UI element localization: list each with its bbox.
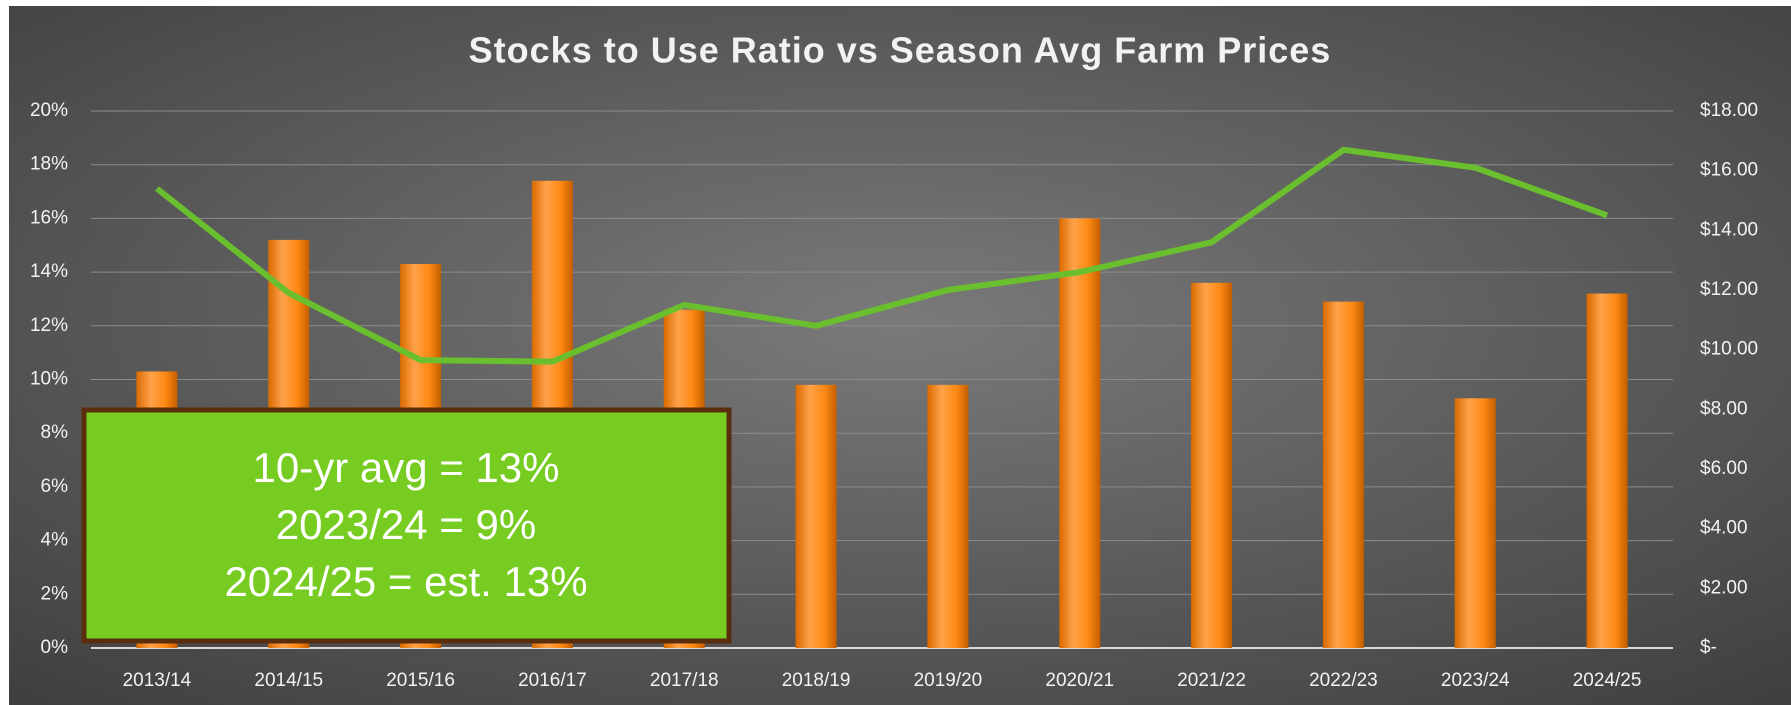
bar xyxy=(1059,218,1101,648)
y2-tick-label: $6.00 xyxy=(1700,458,1748,479)
x-tick-label: 2023/24 xyxy=(1441,670,1510,691)
x-tick-label: 2020/21 xyxy=(1045,670,1114,691)
x-tick-label: 2019/20 xyxy=(914,670,983,691)
bar xyxy=(1454,398,1496,648)
y-tick-label: 8% xyxy=(41,422,69,443)
x-tick-label: 2014/15 xyxy=(254,670,323,691)
y-tick-label: 10% xyxy=(30,369,68,390)
y-tick-label: 18% xyxy=(30,154,68,175)
y2-tick-label: $8.00 xyxy=(1700,398,1748,419)
y2-tick-label: $14.00 xyxy=(1700,219,1758,240)
annotation-text: 10-yr avg = 13% xyxy=(252,444,559,491)
y2-tick-label: $12.00 xyxy=(1700,279,1758,300)
annotation-box: 10-yr avg = 13% 2023/24 = 9% 2024/25 = e… xyxy=(81,407,732,644)
line xyxy=(155,146,1609,365)
bar xyxy=(1191,282,1233,648)
x-tick-label: 2022/23 xyxy=(1309,670,1378,691)
y2-tick-label: $10.00 xyxy=(1700,339,1758,360)
y-tick-label: 0% xyxy=(41,637,69,658)
annotation-text: 2023/24 = 9% xyxy=(276,501,536,548)
annotation-background xyxy=(81,407,732,644)
y2-tick-label: $- xyxy=(1700,637,1717,658)
x-tick-label: 2024/25 xyxy=(1573,670,1642,691)
x-tick-label: 2017/18 xyxy=(650,670,719,691)
y-tick-label: 16% xyxy=(30,207,68,228)
y-tick-label: 14% xyxy=(30,261,68,282)
bar xyxy=(1586,293,1628,648)
bar xyxy=(927,384,969,648)
x-tick-label: 2018/19 xyxy=(782,670,851,691)
x-tick-label: 2013/14 xyxy=(123,670,192,691)
chart-title: Stocks to Use Ratio vs Season Avg Farm P… xyxy=(469,30,1332,71)
x-tick-label: 2021/22 xyxy=(1177,670,1246,691)
x-tick-label: 2016/17 xyxy=(518,670,587,691)
y2-tick-label: $4.00 xyxy=(1700,518,1748,539)
x-tick-label: 2015/16 xyxy=(386,670,455,691)
y2-tick-label: $18.00 xyxy=(1700,100,1758,121)
y-tick-label: 6% xyxy=(41,476,69,497)
bar xyxy=(1322,301,1364,648)
y2-tick-label: $2.00 xyxy=(1700,577,1748,598)
y2-tick-label: $16.00 xyxy=(1700,160,1758,181)
bar xyxy=(795,384,837,648)
annotation-text: 2024/25 = est. 13% xyxy=(224,558,587,605)
y-tick-label: 2% xyxy=(41,583,69,604)
y-tick-label: 12% xyxy=(30,315,68,336)
y-tick-label: 20% xyxy=(30,100,68,121)
y-tick-label: 4% xyxy=(41,530,69,551)
